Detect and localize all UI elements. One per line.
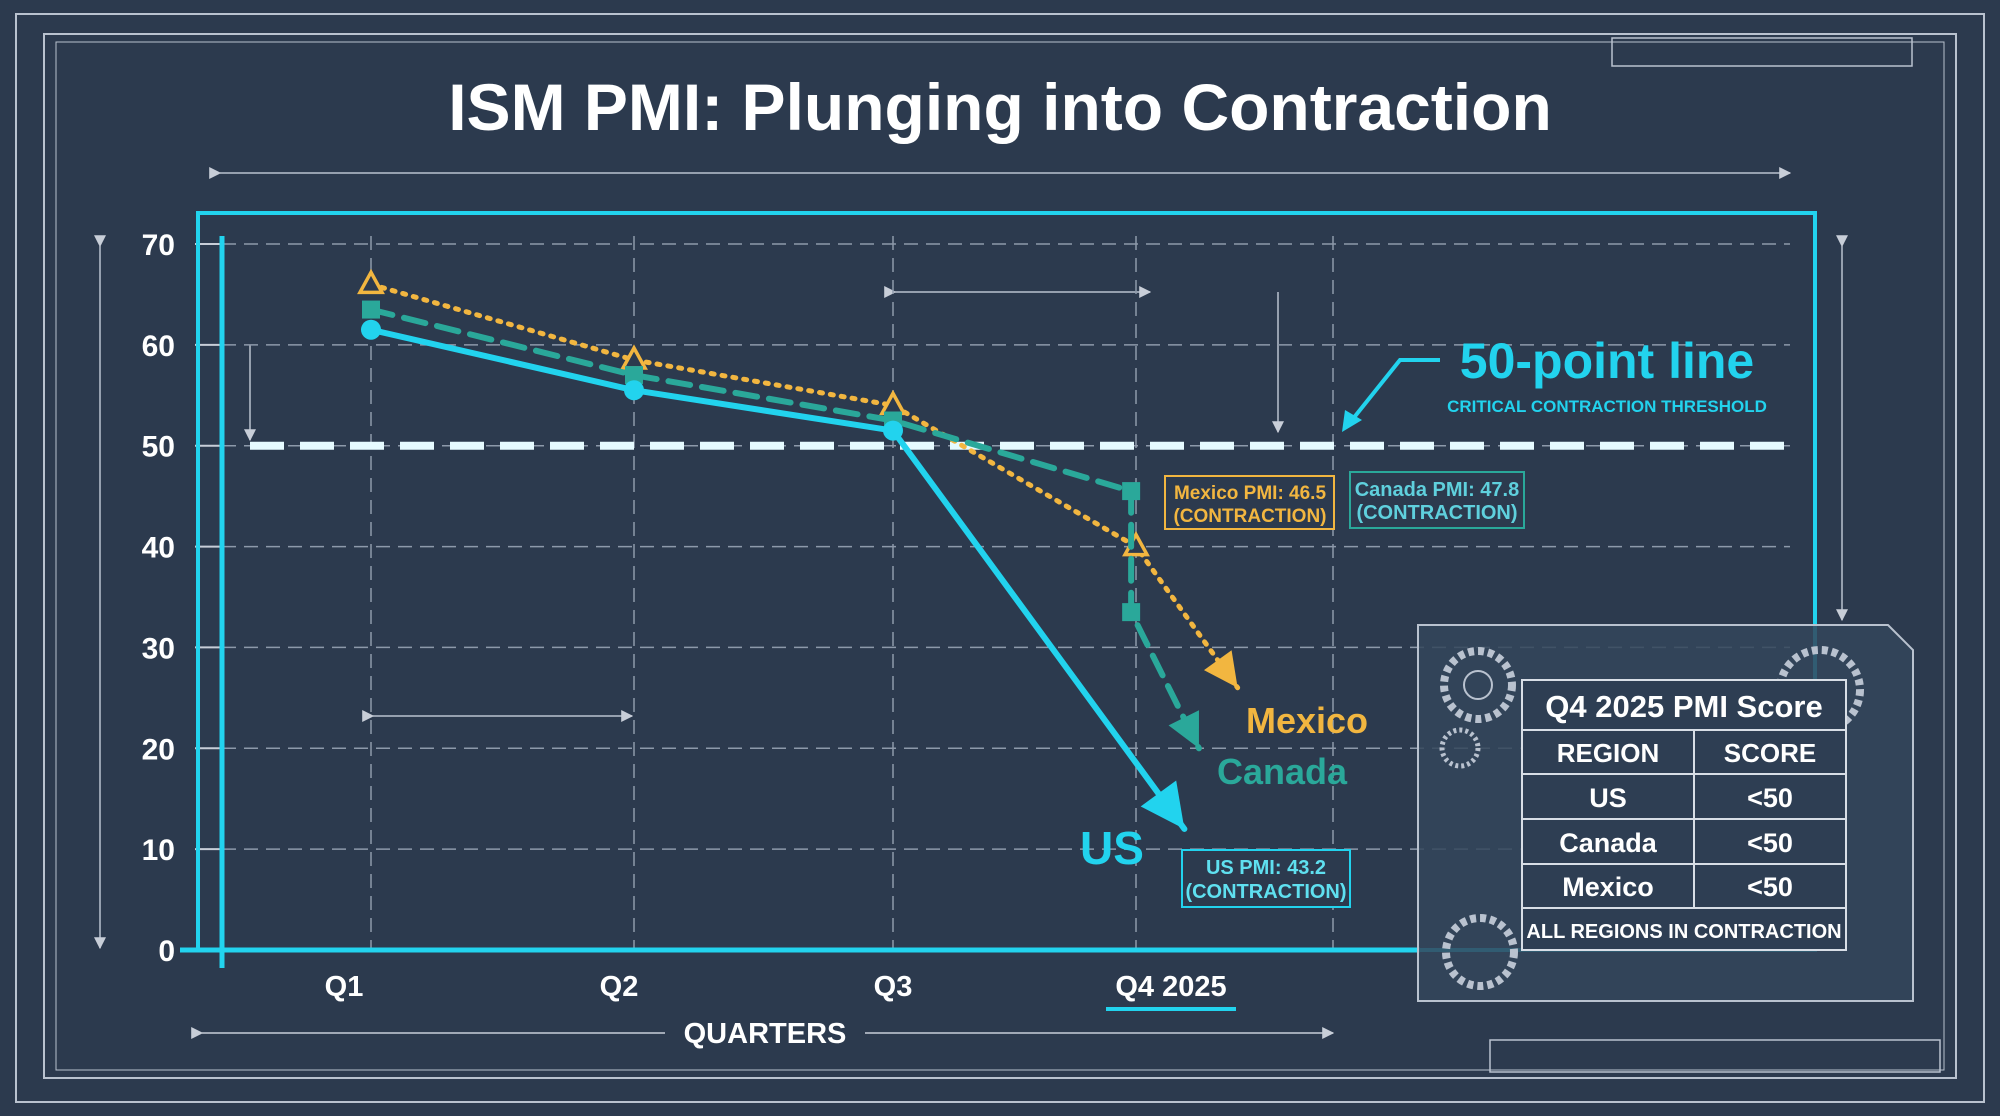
data-point-canada [625,366,643,385]
x-tick-labels: Q1 Q2 Q3 Q4 2025 [325,971,1227,1003]
chart-title: ISM PMI: Plunging into Contraction [448,70,1552,144]
score-row-value: <50 [1747,872,1793,902]
series-label-us: US [1080,822,1144,874]
y-tick-labels: 0 10 20 30 40 50 60 70 [142,229,175,968]
x-tick-label: Q2 [600,971,639,1003]
series-label-canada: Canada [1217,751,1348,792]
y-tick-label: 10 [142,834,175,867]
annotation-canada: Canada PMI: 47.8 (CONTRACTION) [1349,471,1525,529]
score-table-footer: ALL REGIONS IN CONTRACTION [1526,921,1841,943]
threshold-callout-arrow [1350,358,1440,422]
score-row-region: US [1589,783,1627,813]
data-point-mexico [357,268,385,295]
svg-text:Canada PMI: 47.8: Canada PMI: 47.8 [1355,479,1520,501]
data-point-us [624,380,644,401]
score-row-value: <50 [1747,828,1793,858]
svg-text:(CONTRACTION): (CONTRACTION) [1356,502,1517,524]
y-tick-label: 70 [142,229,175,262]
data-point-us [361,319,381,340]
arrowhead-canada [1168,710,1199,749]
arrowhead-mexico [1203,650,1238,688]
annotation-mexico: Mexico PMI: 46.5 (CONTRACTION) [1164,475,1335,530]
y-tick-label: 50 [142,431,175,464]
data-point-canada [1122,603,1141,622]
score-row-value: <50 [1747,783,1793,813]
x-tick-label: Q4 2025 [1115,971,1226,1003]
score-panel: Q4 2025 PMI Score REGION SCORE US <50 Ca… [1417,624,1914,1002]
annotation-us: US PMI: 43.2 (CONTRACTION) [1181,849,1351,908]
svg-text:(CONTRACTION): (CONTRACTION) [1173,506,1326,527]
y-tick-label: 30 [142,632,175,665]
series-label-mexico: Mexico [1246,700,1368,741]
data-point-us [883,420,903,441]
data-point-canada [1122,482,1141,501]
svg-text:US PMI: 43.2: US PMI: 43.2 [1206,857,1326,879]
data-point-canada [362,300,380,319]
score-table-header-score: SCORE [1724,738,1816,768]
threshold-sublabel: CRITICAL CONTRACTION THRESHOLD [1447,397,1767,416]
arrowhead-us [1140,780,1185,829]
y-tick-label: 0 [158,935,175,968]
score-table-title: Q4 2025 PMI Score [1545,689,1822,724]
y-tick-label: 20 [142,733,175,766]
series-line-canada [368,306,1202,752]
series-line-us [368,326,1188,832]
y-tick-label: 60 [142,330,175,363]
x-tick-label: Q3 [874,971,913,1003]
score-row-region: Canada [1559,828,1658,858]
threshold-label: 50-point line [1460,333,1754,389]
x-axis-label: QUARTERS [684,1018,847,1050]
score-row-region: Mexico [1562,872,1654,902]
y-tick-label: 40 [142,532,175,565]
blueprint-border [15,13,1985,1103]
x-tick-label: Q1 [325,971,364,1003]
svg-text:(CONTRACTION): (CONTRACTION) [1185,881,1346,903]
svg-text:Mexico PMI: 46.5: Mexico PMI: 46.5 [1174,483,1326,504]
score-table-header-region: REGION [1557,738,1660,768]
series-layer [357,268,1241,832]
